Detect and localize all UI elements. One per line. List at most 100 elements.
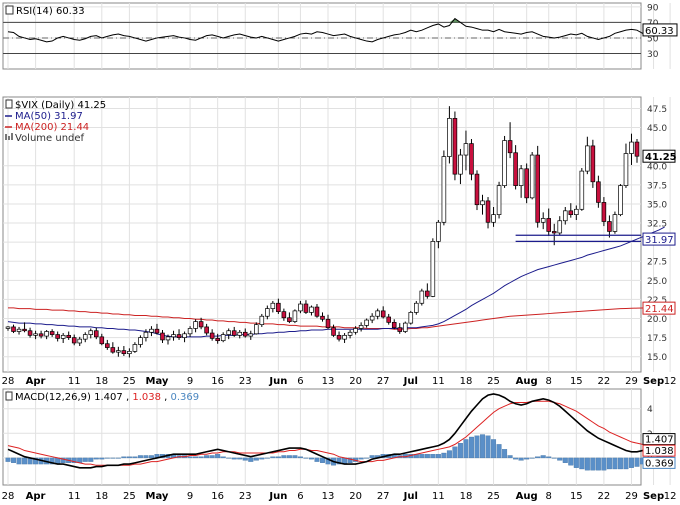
down-candle	[22, 322, 27, 333]
x-tick-label: 8	[546, 376, 552, 387]
macd-histogram-bar	[226, 457, 232, 459]
candle-body	[574, 208, 579, 215]
down-candle	[27, 327, 33, 338]
macd-histogram-bar	[628, 457, 634, 468]
candle-body	[55, 334, 60, 339]
candle-body	[546, 218, 552, 232]
up-candle	[60, 333, 66, 343]
candle-body	[369, 315, 375, 321]
price-tick-label: 17.5	[647, 334, 667, 344]
candle-body	[127, 351, 132, 355]
candle-body	[618, 185, 623, 215]
candle-body	[11, 326, 16, 332]
macd-histogram-bar	[502, 449, 508, 459]
down-candle	[513, 145, 518, 190]
candle-body	[5, 326, 11, 329]
candle-body	[44, 331, 49, 337]
x-tick-label-bottom: 29	[625, 491, 638, 502]
candle-body	[402, 322, 408, 332]
candle-body	[77, 338, 83, 344]
down-candle	[601, 197, 607, 227]
candle-body	[231, 330, 237, 336]
up-candle	[309, 305, 314, 316]
down-candle	[198, 317, 204, 330]
down-candle	[281, 308, 287, 321]
candle-body	[248, 333, 254, 337]
up-candle	[16, 326, 22, 335]
macd-histogram-bar	[546, 456, 552, 459]
down-candle	[596, 175, 601, 208]
candle-body	[209, 332, 215, 339]
candle-body	[568, 210, 574, 215]
moving-averages	[7, 226, 665, 338]
candle-body	[110, 347, 116, 353]
price-tick-label: 37.5	[647, 181, 667, 191]
candle-body	[391, 321, 397, 329]
up-candle	[574, 205, 579, 220]
ma200-legend-text: MA(200) 21.44	[15, 122, 89, 133]
macd-histogram-bar	[612, 457, 618, 470]
macd-histogram-bar	[99, 457, 105, 460]
up-candle	[82, 332, 88, 343]
macd-histogram-bar	[540, 455, 546, 459]
macd-histogram-bar	[419, 454, 425, 459]
candle-body	[281, 311, 287, 319]
down-candle	[66, 331, 71, 340]
down-candle	[331, 324, 336, 337]
macd-histogram-bar	[336, 457, 342, 465]
down-candle	[452, 111, 458, 181]
macd-histogram-bar	[275, 456, 281, 459]
x-tick-label-bottom: Aug	[516, 491, 538, 502]
macd-line	[7, 393, 671, 469]
macd-last-value-label: 1.407	[645, 435, 674, 446]
candle-body	[99, 336, 105, 345]
macd-histogram-bar	[126, 456, 132, 459]
up-candle	[480, 194, 485, 215]
down-candle	[215, 333, 220, 344]
down-candle	[535, 145, 540, 228]
down-candle	[546, 208, 552, 237]
macd-histogram-bar	[143, 455, 149, 459]
candle-body	[16, 328, 22, 332]
macd-histogram-bar	[308, 457, 314, 460]
x-tick-label-bottom: 12	[664, 491, 677, 502]
price-legend: $VIX (Daily) 41.25 MA(50) 31.97 MA(200) …	[5, 99, 106, 144]
up-candle	[623, 143, 629, 188]
candle-body	[342, 334, 347, 340]
x-tick-label-bottom: 9	[187, 491, 193, 502]
candle-body	[562, 210, 568, 222]
x-tick-label: Apr	[26, 376, 46, 387]
down-candle	[276, 298, 281, 314]
macd-histogram-bar	[104, 457, 110, 459]
rsi-last-value-label: 60.33	[645, 26, 674, 37]
up-candle	[220, 332, 226, 343]
candle-body	[82, 334, 88, 340]
candle-body	[458, 154, 463, 175]
macd-histogram-bar	[358, 457, 364, 460]
candle-body	[292, 310, 298, 322]
up-candle	[116, 346, 121, 357]
x-tick-label: 16	[211, 376, 224, 387]
macd-histogram-bar	[198, 456, 204, 459]
macd-histogram-bar	[529, 457, 535, 459]
ma200-line	[8, 307, 665, 330]
candle-body	[441, 156, 447, 223]
candle-body	[66, 334, 71, 338]
macd-panel-frame	[2, 388, 642, 486]
up-candle	[414, 300, 419, 315]
x-tick-label-bottom: 23	[239, 491, 252, 502]
up-candle	[618, 184, 623, 217]
candle-body	[386, 316, 391, 323]
up-candle	[585, 136, 590, 175]
candle-body	[149, 328, 154, 333]
down-candle	[507, 122, 513, 159]
macd-histogram-bar	[193, 456, 199, 459]
ma200-last-value-box	[642, 301, 676, 315]
candle-body	[193, 321, 198, 329]
ma50-line	[7, 226, 665, 338]
macd-histogram-bar	[93, 457, 99, 460]
candle-body	[380, 310, 386, 318]
candle-body	[430, 241, 436, 297]
up-candle	[132, 342, 138, 353]
down-candle	[209, 329, 215, 341]
